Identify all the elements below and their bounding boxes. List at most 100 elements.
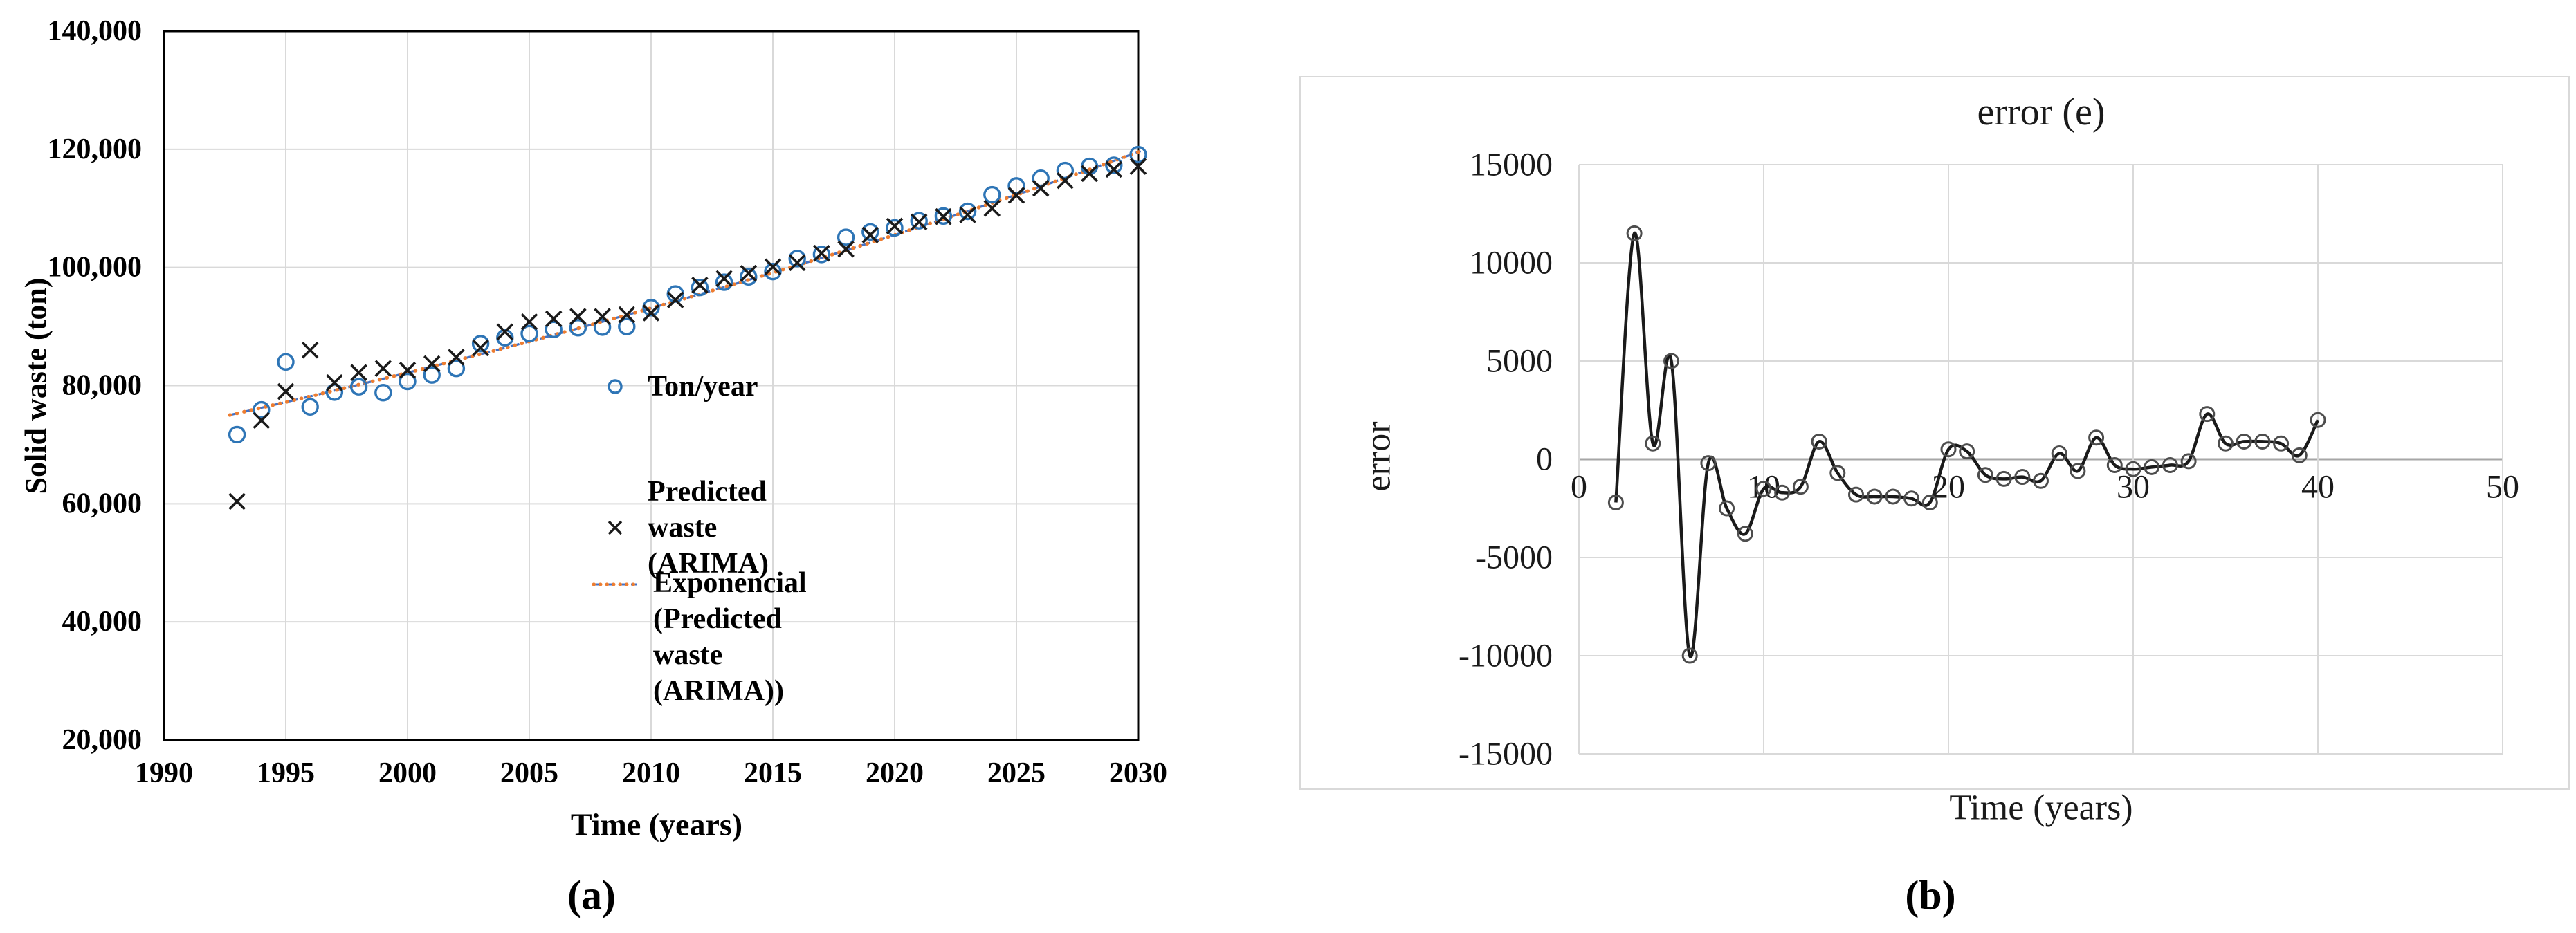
ton-year-point bbox=[447, 360, 466, 378]
ton-year-point bbox=[277, 353, 295, 371]
ton-year-point bbox=[618, 317, 636, 335]
ton-year-point bbox=[349, 378, 368, 396]
predicted-waste-point bbox=[740, 264, 758, 282]
error-point bbox=[1995, 470, 2012, 487]
error-point bbox=[1866, 488, 1883, 505]
predicted-waste-point bbox=[472, 339, 489, 357]
ton-year-point bbox=[520, 324, 538, 343]
ton-year-point bbox=[593, 318, 612, 336]
ton-year-point bbox=[691, 279, 709, 297]
error-point bbox=[1774, 484, 1791, 501]
ton-year-point bbox=[423, 366, 441, 384]
predicted-waste-point bbox=[691, 277, 709, 294]
ton-year-point bbox=[253, 400, 271, 419]
x-marker-icon bbox=[608, 520, 623, 535]
predicted-waste-point bbox=[910, 213, 928, 231]
waste-x-tick-label: 1990 bbox=[135, 757, 193, 789]
predicted-waste-point bbox=[228, 492, 246, 510]
error-point bbox=[1719, 500, 1735, 517]
error-x-tick-label: 30 bbox=[2117, 469, 2150, 506]
predicted-waste-point bbox=[983, 199, 1001, 217]
error-point bbox=[1700, 455, 1717, 472]
predicted-waste-point bbox=[594, 308, 611, 325]
ton-year-point bbox=[788, 250, 806, 268]
ton-year-point bbox=[837, 228, 855, 246]
subfigure-caption-a: (a) bbox=[567, 872, 616, 918]
waste-y-tick-label: 100,000 bbox=[48, 252, 143, 284]
predicted-waste-point bbox=[959, 206, 976, 223]
waste-y-tick-label: 120,000 bbox=[48, 133, 143, 165]
predicted-waste-point bbox=[301, 341, 319, 359]
ton-year-point bbox=[1007, 177, 1025, 195]
error-y-tick-label: -10000 bbox=[1459, 638, 1553, 674]
waste-x-tick-label: 1995 bbox=[257, 757, 315, 789]
ton-year-point bbox=[545, 320, 563, 339]
waste-plot-border bbox=[163, 30, 1140, 741]
error-point bbox=[1792, 479, 1809, 495]
predicted-waste-point bbox=[935, 207, 952, 225]
ton-year-point bbox=[740, 268, 758, 286]
error-chart-frame bbox=[1299, 76, 2570, 790]
error-point bbox=[2180, 453, 2197, 470]
predicted-waste-point bbox=[1032, 179, 1050, 197]
predicted-waste-point bbox=[253, 412, 271, 429]
error-y-tick-label: 0 bbox=[1536, 441, 1553, 478]
error-point bbox=[2218, 435, 2234, 452]
error-point bbox=[2199, 406, 2216, 423]
waste-y-tick-label: 80,000 bbox=[62, 370, 143, 402]
error-y-axis-title: error bbox=[1358, 421, 1398, 492]
ton-year-point bbox=[325, 383, 344, 401]
predicted-waste-point bbox=[886, 217, 904, 235]
predicted-waste-point bbox=[837, 240, 855, 258]
predicted-waste-point bbox=[642, 304, 660, 322]
ton-year-point bbox=[569, 319, 587, 337]
error-point bbox=[2088, 429, 2105, 446]
predicted-waste-point bbox=[1057, 172, 1074, 190]
predicted-waste-point bbox=[496, 323, 514, 341]
ton-year-point bbox=[886, 219, 904, 237]
error-y-tick-label: 15000 bbox=[1470, 147, 1553, 183]
ton-year-point bbox=[958, 202, 977, 221]
waste-x-tick-label: 2020 bbox=[866, 757, 924, 789]
trendline-exponential bbox=[228, 149, 1143, 417]
waste-x-tick-label: 2015 bbox=[744, 757, 802, 789]
error-chart-title: error (e) bbox=[1977, 91, 2105, 133]
predicted-waste-point bbox=[1007, 187, 1025, 204]
ton-year-point bbox=[934, 207, 953, 225]
error-point bbox=[2144, 459, 2160, 475]
waste-x-tick-label: 2030 bbox=[1109, 757, 1167, 789]
predicted-waste-point bbox=[277, 382, 295, 400]
error-point bbox=[1645, 435, 1661, 452]
circle-marker-icon bbox=[608, 379, 623, 394]
error-x-tick-label: 40 bbox=[2301, 469, 2335, 506]
predicted-waste-point bbox=[423, 355, 441, 373]
error-point bbox=[1885, 488, 1901, 505]
legend-item-label: Exponencial (Predicted waste (ARIMA)) bbox=[653, 567, 807, 707]
error-point bbox=[1626, 225, 1643, 241]
waste-y-tick-label: 20,000 bbox=[62, 724, 143, 756]
ton-year-point bbox=[301, 398, 319, 416]
waste-x-tick-label: 2010 bbox=[622, 757, 680, 789]
error-point bbox=[1681, 647, 1698, 664]
error-point bbox=[2070, 463, 2086, 479]
error-x-axis-title: Time (years) bbox=[1949, 788, 2133, 828]
error-point bbox=[2014, 469, 2031, 486]
error-y-tick-label: -5000 bbox=[1475, 539, 1553, 576]
predicted-waste-point bbox=[399, 362, 417, 379]
waste-y-tick-label: 140,000 bbox=[48, 15, 143, 47]
legend-item-exponential-trend: Exponencial (Predicted waste (ARIMA)) bbox=[592, 565, 807, 709]
ton-year-point bbox=[471, 335, 490, 353]
predicted-waste-point bbox=[715, 270, 733, 288]
predicted-waste-point bbox=[1129, 158, 1147, 175]
error-point bbox=[1737, 526, 1753, 542]
error-point bbox=[2033, 472, 2049, 489]
legend-item-label: Ton/year bbox=[648, 371, 758, 403]
ton-year-point bbox=[764, 262, 782, 281]
ton-year-point bbox=[228, 425, 246, 444]
legend-item-ton-year: Ton/year bbox=[602, 369, 758, 405]
ton-year-point bbox=[1056, 161, 1075, 180]
error-x-tick-label: 0 bbox=[1571, 469, 1587, 506]
error-point bbox=[1921, 494, 1938, 510]
